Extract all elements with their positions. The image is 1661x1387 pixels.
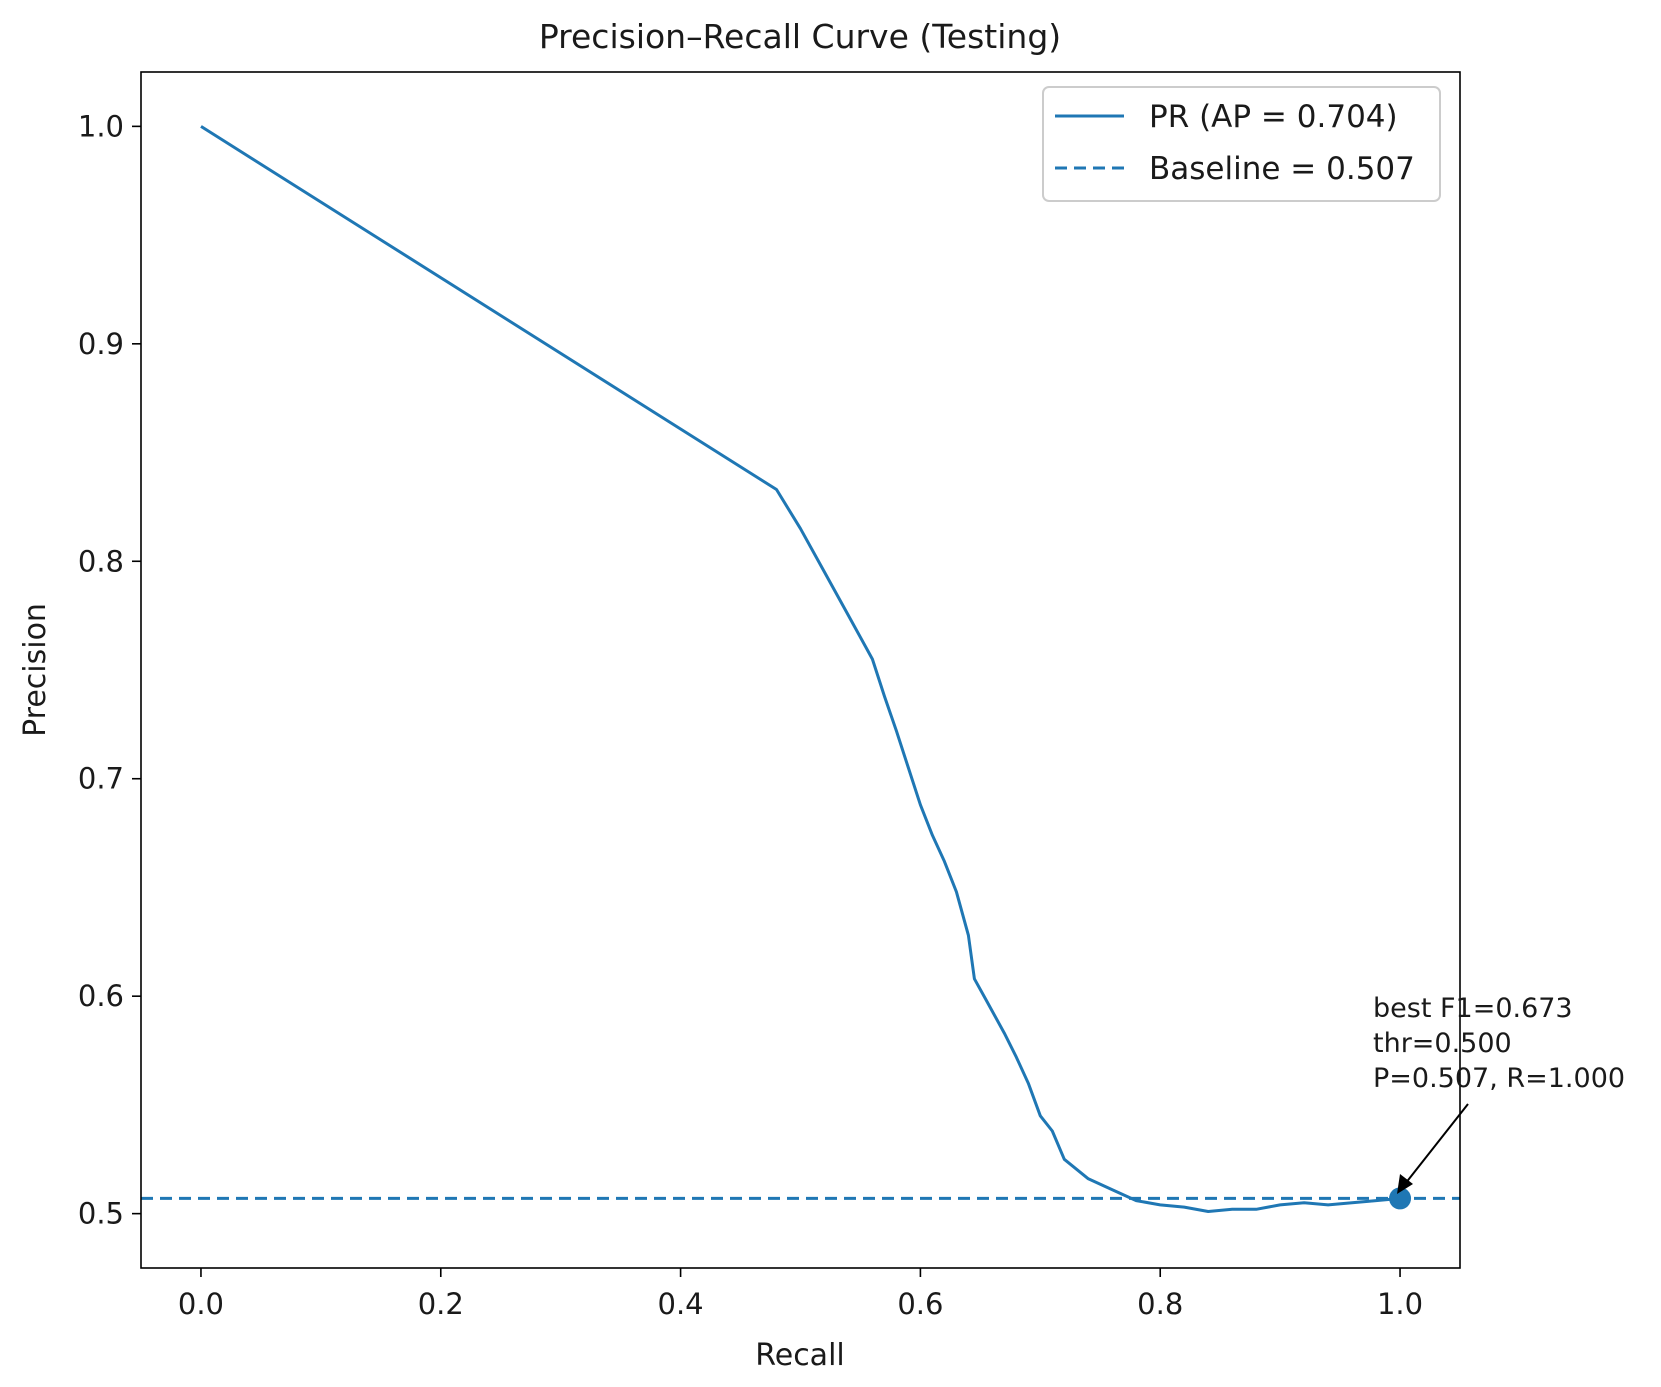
plot-frame: [140, 71, 1461, 1269]
legend: PR (AP = 0.704) Baseline = 0.507: [1042, 86, 1441, 202]
y-tick-label: 0.6: [78, 979, 124, 1013]
annotation-arrow-head: [1397, 1174, 1413, 1194]
x-tick-label: 0.6: [897, 1287, 943, 1321]
annotation: best F1=0.673 thr=0.500 P=0.507, R=1.000: [1373, 993, 1625, 1194]
x-tick-label: 0.2: [418, 1287, 464, 1321]
pr-curve-line: [200, 125, 1401, 1213]
y-tick-label: 1.0: [78, 109, 124, 143]
annotation-arrow-shaft: [1404, 1103, 1469, 1185]
chart-title: Precision–Recall Curve (Testing): [539, 17, 1061, 56]
legend-pr-label: PR (AP = 0.704): [1149, 99, 1398, 135]
x-tick-label: 0.4: [658, 1287, 704, 1321]
legend-box: [1042, 86, 1441, 202]
y-tick-label: 0.7: [78, 762, 124, 796]
y-tick-label: 0.8: [78, 544, 124, 578]
annotation-line-3: P=0.507, R=1.000: [1373, 1063, 1625, 1094]
annotation-line-2: thr=0.500: [1373, 1028, 1512, 1059]
x-tick-label: 0.0: [178, 1287, 224, 1321]
x-tick-label: 0.8: [1137, 1287, 1183, 1321]
y-axis-ticks: 0.5 0.6 0.7 0.8 0.9 1.0: [78, 109, 141, 1231]
y-tick-label: 0.5: [78, 1197, 124, 1231]
legend-baseline-label: Baseline = 0.507: [1149, 151, 1415, 187]
annotation-line-1: best F1=0.673: [1373, 993, 1573, 1024]
y-axis-label: Precision: [18, 603, 53, 737]
x-axis-ticks: 0.0 0.2 0.4 0.6 0.8 1.0: [178, 1268, 1423, 1321]
x-tick-label: 1.0: [1377, 1287, 1423, 1321]
best-f1-point: [1389, 1187, 1412, 1210]
x-axis-label: Recall: [755, 1338, 845, 1373]
y-tick-label: 0.9: [78, 327, 124, 361]
